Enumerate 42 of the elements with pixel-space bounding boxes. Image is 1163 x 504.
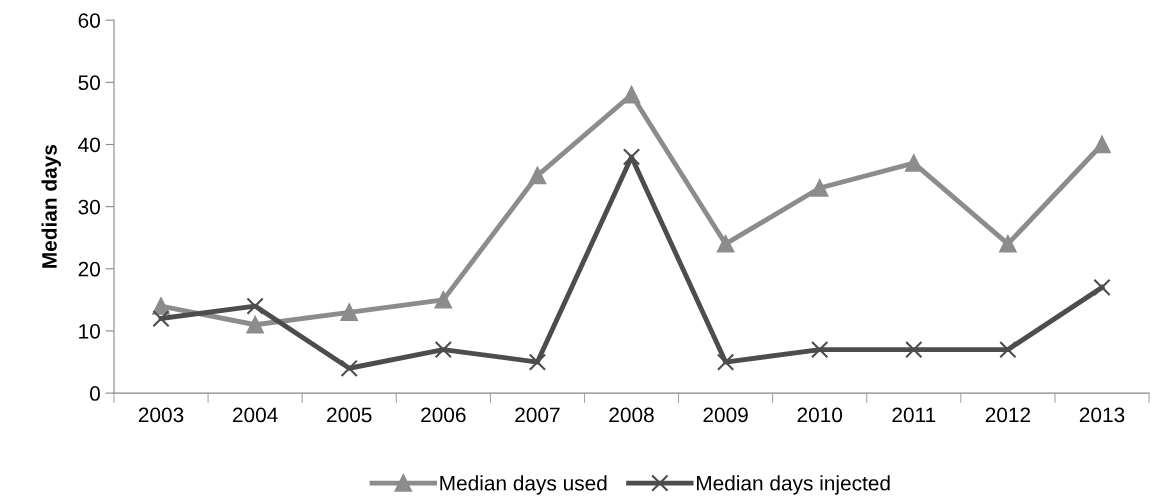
x-tick-label: 2012 [985,407,1031,423]
point [434,291,452,309]
x-tick-label: 2009 [703,407,748,423]
x-tick-label: 2010 [797,407,843,423]
point [716,353,735,371]
point [716,235,735,253]
point [811,340,829,359]
y-tick-label: 30 [78,199,100,215]
point [246,316,264,334]
y-tick-label: 20 [78,261,100,277]
point [152,297,170,315]
point [246,297,264,315]
point [528,166,547,185]
x-tick-label: 2008 [609,407,654,423]
x-tick-label: 2007 [515,407,560,423]
legend-label: Median days used [440,475,607,495]
x-tick-label: 2003 [138,407,184,423]
point [434,340,452,359]
x-tick-label: 2013 [1079,407,1125,423]
point [622,148,641,166]
y-tick-label: 40 [78,137,100,153]
point [999,340,1017,359]
y-tick-label: 60 [78,13,100,28]
point [1093,278,1111,297]
x-tick-label: 2004 [233,407,278,423]
point [152,309,170,328]
point [1093,135,1111,154]
y-tick-label: 0 [90,386,100,401]
point [340,303,358,321]
x-tick-label: 2011 [892,407,936,423]
point [528,353,547,371]
x-tick-label: 2005 [327,407,372,423]
y-tick-label: 10 [79,323,100,339]
point [811,179,829,197]
y-tick-label: 50 [78,75,100,91]
legend-label: Median days injected [696,475,890,495]
point [622,86,641,104]
point [905,340,923,359]
point [999,235,1017,253]
y-axis-title: Median days [41,144,61,268]
point [340,359,358,377]
x-tick-label: 2006 [421,407,466,423]
